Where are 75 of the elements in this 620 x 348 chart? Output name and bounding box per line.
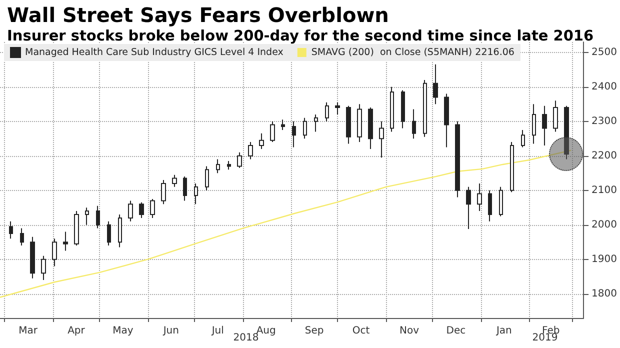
legend-label: SMAVG (200) on Close (S5MANH) 2216.06	[311, 47, 514, 58]
y-tick-label: 2100	[592, 184, 618, 196]
candlestick	[74, 210, 79, 246]
y-tick-label: 2400	[592, 81, 618, 92]
candlestick	[183, 176, 187, 202]
candlestick	[150, 198, 155, 218]
candlestick	[227, 160, 231, 170]
x-tick-label: Jun	[162, 326, 179, 336]
x-tick-label: Mar	[18, 326, 38, 336]
candlestick	[521, 129, 525, 148]
y-tick-label: 2000	[592, 219, 618, 230]
candlestick	[128, 200, 133, 222]
candlestick	[346, 105, 351, 144]
candlestick	[314, 114, 318, 132]
y-tick-label: 1800	[592, 288, 618, 300]
candlestick	[139, 202, 144, 218]
candlestick	[357, 104, 362, 143]
candlestick	[335, 102, 340, 115]
candlestick	[401, 90, 405, 129]
candlestick	[172, 174, 177, 188]
candlestick	[542, 105, 547, 146]
candlestick	[237, 152, 242, 168]
candlestick	[118, 214, 122, 248]
chart-subtitle: Insurer stocks broke below 200-day for the second time since late 2016	[7, 28, 594, 44]
candlestick	[433, 64, 438, 105]
candlestick	[20, 228, 24, 246]
text: 2018	[233, 332, 259, 344]
x-tick-label: May	[112, 326, 134, 336]
candlestick	[9, 220, 13, 240]
candlestick	[194, 182, 198, 205]
x-tick-label: Apr	[68, 326, 86, 336]
candlestick	[477, 182, 482, 212]
y-tick-label: 2500	[592, 46, 618, 58]
candlestick	[248, 142, 253, 160]
y-tick-label: 2300	[592, 116, 618, 127]
candlestick	[30, 236, 35, 279]
legend-label: Managed Health Care Sub Industry GICS Level 4 Index	[25, 47, 284, 58]
candlestick	[553, 100, 558, 132]
candlestick	[466, 186, 471, 230]
candlestick	[85, 207, 89, 226]
y-tick-label: 2200	[592, 150, 618, 162]
candlestick	[368, 107, 373, 150]
candlestick	[303, 117, 307, 140]
candlestick	[205, 166, 209, 191]
candlestick	[292, 120, 296, 148]
x-tick-label: Jan	[495, 326, 512, 336]
candlestick	[216, 158, 220, 174]
candlestick	[107, 220, 111, 246]
candlestick	[532, 104, 536, 144]
x-tick-label: Jul	[210, 326, 224, 336]
candlestick	[161, 180, 166, 205]
candlestick	[499, 186, 503, 217]
candlestick	[455, 120, 460, 198]
candlestick	[379, 120, 384, 158]
candlestick	[488, 190, 492, 222]
candlestick	[259, 132, 264, 150]
candlestick	[63, 231, 68, 252]
chart-title: Wall Street Says Fears Overblown	[7, 3, 389, 27]
candlestick	[96, 205, 100, 229]
y-tick-label: 1900	[592, 254, 618, 265]
candlestick	[510, 142, 514, 193]
candlestick	[390, 86, 394, 132]
x-tick-label: Dec	[446, 326, 466, 336]
candlestick	[412, 108, 416, 140]
x-tick-label: Oct	[352, 326, 370, 336]
candlestick	[281, 119, 285, 130]
x-tick-label: Aug	[256, 326, 276, 336]
x-tick-label: Nov	[400, 326, 420, 336]
candlestick	[270, 120, 275, 143]
candlestick	[423, 79, 427, 138]
candlestick	[41, 255, 46, 281]
candlestick	[325, 102, 329, 122]
candlestick	[52, 238, 57, 267]
x-tick-label: Sep	[304, 326, 324, 336]
candlestick	[444, 93, 449, 148]
